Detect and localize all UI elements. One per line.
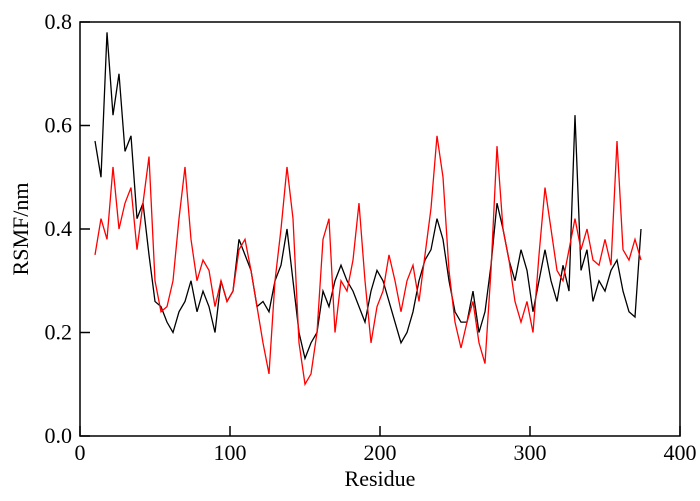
- y-tick-label: 0.4: [45, 216, 73, 241]
- y-tick-label: 0.2: [45, 320, 73, 345]
- x-tick-label: 400: [664, 440, 697, 465]
- x-axis-label: Residue: [345, 466, 416, 491]
- y-tick-label: 0.6: [45, 113, 73, 138]
- y-tick-label: 0.0: [45, 423, 73, 448]
- x-tick-label: 200: [364, 440, 397, 465]
- y-axis-label: RSMF/nm: [8, 183, 33, 276]
- plot-frame: [79, 21, 681, 437]
- x-tick-label: 300: [514, 440, 547, 465]
- y-tick-label: 0.8: [45, 9, 73, 34]
- x-tick-label: 0: [75, 440, 86, 465]
- x-tick-label: 100: [214, 440, 247, 465]
- data-line: [94, 135, 642, 387]
